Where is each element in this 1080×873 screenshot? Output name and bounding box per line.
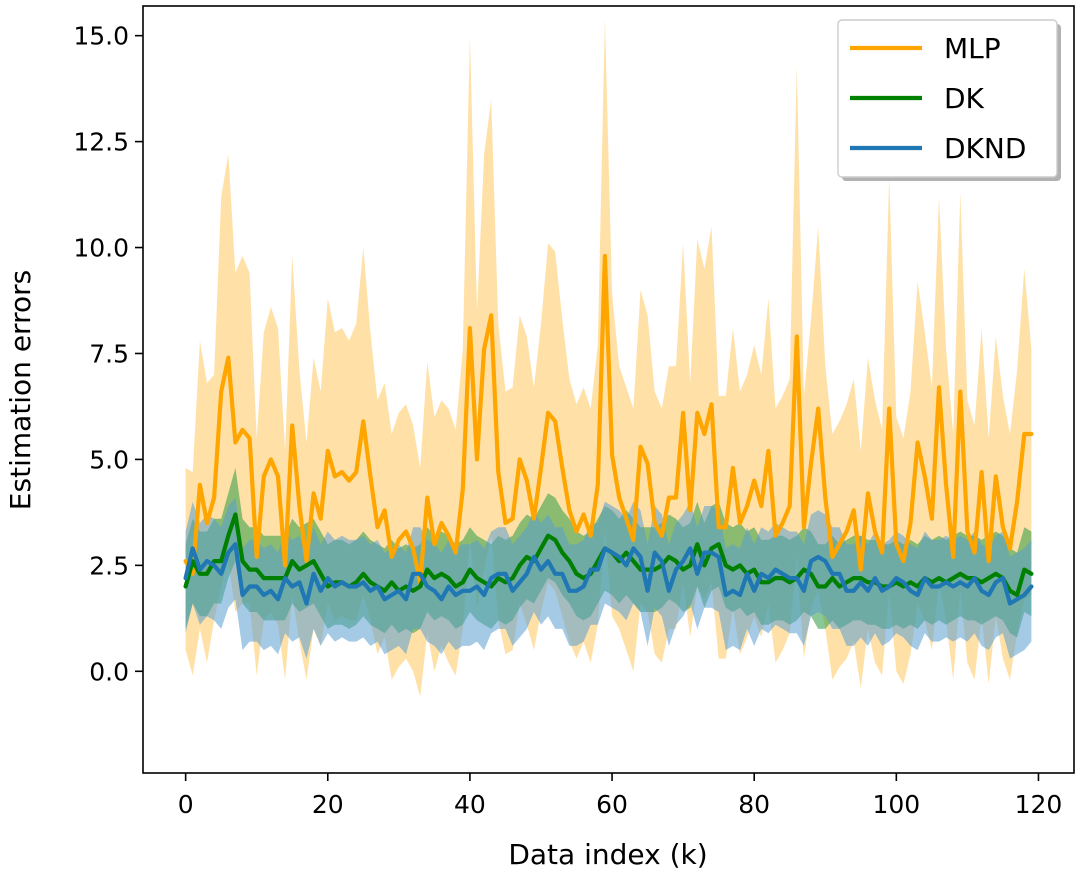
legend-label-dk: DK [944,82,985,115]
y-tick-label: 12.5 [73,128,129,157]
legend-label-mlp: MLP [944,32,1001,65]
x-tick-label: 120 [1015,790,1063,819]
y-axis: 0.0 2.5 5.0 7.5 10.0 12.5 15.0 [73,22,143,686]
x-axis-title: Data index (k) [508,838,707,871]
x-tick-label: 20 [312,790,344,819]
y-tick-label: 2.5 [89,551,129,580]
y-tick-label: 5.0 [89,445,129,474]
legend: MLP DK DKND [837,19,1061,181]
x-tick-label: 100 [872,790,920,819]
y-tick-label: 0.0 [89,657,129,686]
x-tick-label: 0 [178,790,194,819]
x-tick-label: 80 [738,790,770,819]
y-tick-label: 15.0 [73,22,129,51]
x-tick-label: 60 [596,790,628,819]
mlp-series-line [183,253,1034,585]
y-tick-label: 10.0 [73,234,129,263]
x-axis: 0 20 40 60 80 100 120 [178,773,1063,819]
axes-frame [142,5,1075,774]
legend-box [837,19,1058,178]
dknd-series-line [183,542,1034,606]
plot-area [183,18,1034,697]
y-tick-label: 7.5 [89,339,129,368]
x-tick-label: 40 [454,790,486,819]
legend-label-dknd: DKND [944,132,1026,165]
dknd-error-band [185,497,1032,659]
y-axis-title: Estimation errors [4,270,37,510]
